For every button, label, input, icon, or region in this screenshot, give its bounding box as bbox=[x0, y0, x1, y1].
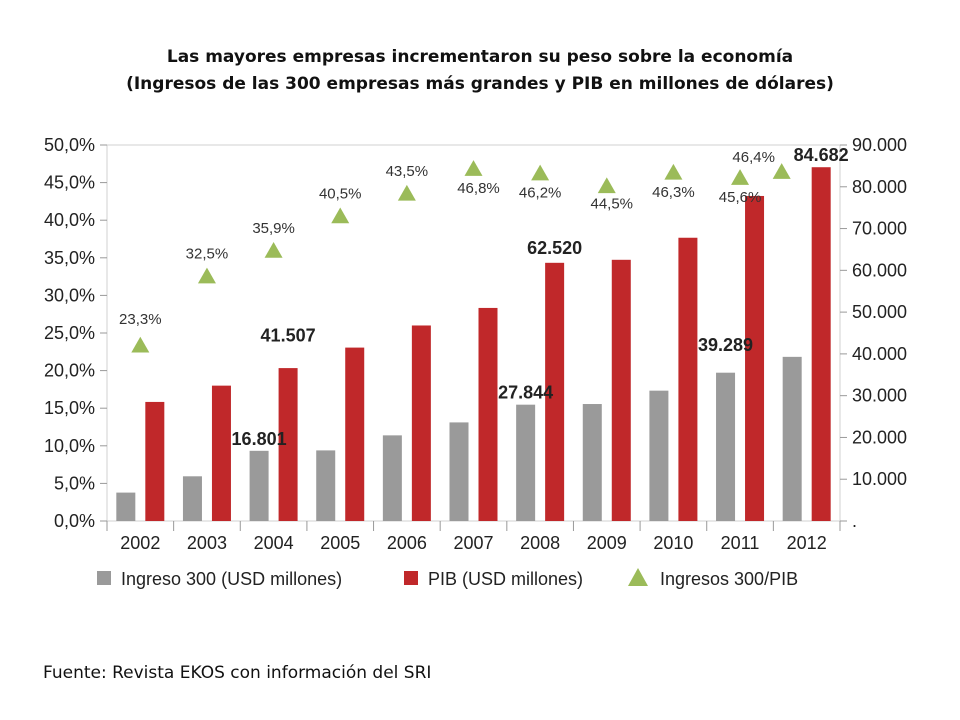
right-axis-label: 10.000 bbox=[852, 469, 907, 489]
right-axis-label: 40.000 bbox=[852, 344, 907, 364]
bar-value-label: 62.520 bbox=[527, 238, 582, 258]
ratio-label: 46,2% bbox=[519, 185, 562, 202]
left-axis-label: 15,0% bbox=[44, 398, 95, 418]
bar-pib bbox=[745, 195, 765, 522]
legend-swatch bbox=[404, 571, 418, 585]
bar-ingreso-300 bbox=[782, 356, 802, 521]
bar-value-label: 27.844 bbox=[498, 383, 553, 403]
left-axis-label: 35,0% bbox=[44, 248, 95, 268]
legend-swatch bbox=[97, 571, 111, 585]
chart: 0,0% 5,0% 10,0% 15,0% 20,0% 25,0% 30,0% 35,0% 40… bbox=[44, 135, 907, 589]
title-line-1: Las mayores empresas incrementaron su pe… bbox=[166, 47, 794, 67]
ratio-marker bbox=[264, 242, 283, 258]
bar-pib bbox=[545, 262, 565, 521]
x-axis-label: 2008 bbox=[520, 533, 560, 553]
ratio-marker bbox=[731, 169, 750, 185]
ratio-marker bbox=[664, 163, 683, 180]
bar-value-label: 84.682 bbox=[794, 145, 849, 165]
ratio-marker bbox=[197, 267, 216, 284]
bar-pib bbox=[678, 237, 698, 521]
bar-pib bbox=[411, 325, 431, 521]
bar-pib bbox=[278, 368, 298, 521]
x-axis-label: 2011 bbox=[721, 533, 760, 553]
legend-label: Ingreso 300 (USD millones) bbox=[121, 569, 342, 589]
x-axis-label: 2012 bbox=[787, 533, 827, 553]
x-axis-label: 2005 bbox=[320, 533, 360, 553]
bar-pib bbox=[345, 347, 365, 521]
ratio-label: 46,8% bbox=[457, 180, 500, 197]
ratio-label: 40,5% bbox=[319, 185, 362, 202]
bar-value-label: 41.507 bbox=[261, 326, 316, 346]
ratio-marker bbox=[597, 177, 616, 194]
legend-label: Ingresos 300/PIB bbox=[660, 569, 798, 589]
left-axis-label: 25,0% bbox=[44, 323, 95, 343]
x-axis-label: 2010 bbox=[653, 533, 693, 553]
left-axis-label: 20,0% bbox=[44, 361, 95, 381]
bar-ingreso-300 bbox=[649, 390, 669, 521]
bar-pib bbox=[145, 401, 165, 521]
right-axis-label: 50.000 bbox=[852, 302, 907, 322]
x-axis-label: 2007 bbox=[453, 533, 493, 553]
bar-ingreso-300 bbox=[382, 435, 402, 521]
bar-pib bbox=[478, 307, 498, 521]
ratio-marker bbox=[131, 336, 150, 353]
ratio-label: 23,3% bbox=[119, 311, 162, 328]
left-axis-label: 40,0% bbox=[44, 210, 95, 230]
ratio-label: 44,5% bbox=[590, 195, 633, 212]
left-axis-label: 0,0% bbox=[54, 511, 95, 531]
right-axis-label: 80.000 bbox=[852, 177, 907, 197]
legend-swatch bbox=[628, 568, 648, 586]
ratio-label: 46,4% bbox=[732, 149, 775, 166]
right-axis-label: 60.000 bbox=[852, 260, 907, 280]
source-note: Fuente: Revista EKOS con información del… bbox=[43, 663, 432, 683]
ratio-label: 35,9% bbox=[252, 220, 295, 237]
bar-pib bbox=[811, 167, 831, 522]
right-axis-label: . bbox=[852, 511, 857, 531]
bar-pib bbox=[611, 259, 631, 521]
ratio-label: 46,3% bbox=[652, 184, 695, 201]
bar-ingreso-300 bbox=[516, 404, 536, 521]
x-axis-label: 2009 bbox=[587, 533, 627, 553]
right-axis-label: 30.000 bbox=[852, 386, 907, 406]
bar-value-label: 39.289 bbox=[698, 335, 753, 355]
chart-title: Las mayores empresas incrementaron su pe… bbox=[0, 44, 960, 98]
x-axis-label: 2004 bbox=[254, 533, 294, 553]
left-axis-label: 50,0% bbox=[44, 135, 95, 155]
bar-ingreso-300 bbox=[316, 450, 336, 521]
title-line-2: (Ingresos de las 300 empresas más grande… bbox=[126, 74, 834, 94]
legend-label: PIB (USD millones) bbox=[428, 569, 583, 589]
left-axis-label: 30,0% bbox=[44, 285, 95, 305]
left-axis-label: 45,0% bbox=[44, 173, 95, 193]
right-axis-label: 20.000 bbox=[852, 427, 907, 447]
ratio-marker bbox=[772, 163, 791, 179]
bar-ingreso-300 bbox=[582, 404, 602, 521]
ratio-label: 45,6% bbox=[719, 189, 762, 206]
ratio-marker bbox=[397, 184, 416, 201]
ratio-marker bbox=[531, 164, 550, 181]
ratio-marker bbox=[464, 160, 483, 176]
bar-ingreso-300 bbox=[249, 450, 269, 521]
ratio-marker bbox=[331, 207, 350, 224]
x-axis-label: 2006 bbox=[387, 533, 427, 553]
bar-ingreso-300 bbox=[449, 422, 469, 521]
right-axis-label: 90.000 bbox=[852, 135, 907, 155]
bar-ingreso-300 bbox=[182, 476, 202, 521]
ratio-label: 43,5% bbox=[386, 163, 429, 180]
bar-ingreso-300 bbox=[716, 372, 736, 521]
bar-ingreso-300 bbox=[116, 492, 136, 521]
left-axis-label: 5,0% bbox=[54, 473, 95, 493]
left-axis-label: 10,0% bbox=[44, 436, 95, 456]
ratio-label: 32,5% bbox=[186, 246, 229, 263]
x-axis-label: 2003 bbox=[187, 533, 227, 553]
bar-pib bbox=[211, 385, 231, 521]
right-axis-label: 70.000 bbox=[852, 219, 907, 239]
x-axis-label: 2002 bbox=[120, 533, 160, 553]
bar-value-label: 16.801 bbox=[232, 429, 287, 449]
